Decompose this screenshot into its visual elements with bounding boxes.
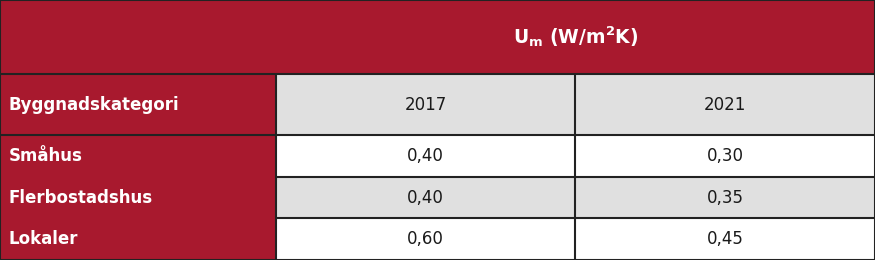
Text: 0,35: 0,35 xyxy=(707,188,744,207)
Text: Flerbostadshus: Flerbostadshus xyxy=(9,188,153,207)
Text: Småhus: Småhus xyxy=(9,147,82,165)
Text: 2021: 2021 xyxy=(704,96,746,114)
Text: Lokaler: Lokaler xyxy=(9,230,78,248)
Text: 0,30: 0,30 xyxy=(707,147,744,165)
Text: 0,60: 0,60 xyxy=(407,230,444,248)
Text: 0,40: 0,40 xyxy=(407,147,444,165)
Text: 0,40: 0,40 xyxy=(407,188,444,207)
Text: 2017: 2017 xyxy=(404,96,446,114)
Text: Byggnadskategori: Byggnadskategori xyxy=(9,96,179,114)
Text: 0,45: 0,45 xyxy=(707,230,744,248)
Text: $\bf{U_m}$ $\bf{(W/m^2K)}$: $\bf{U_m}$ $\bf{(W/m^2K)}$ xyxy=(513,25,638,49)
